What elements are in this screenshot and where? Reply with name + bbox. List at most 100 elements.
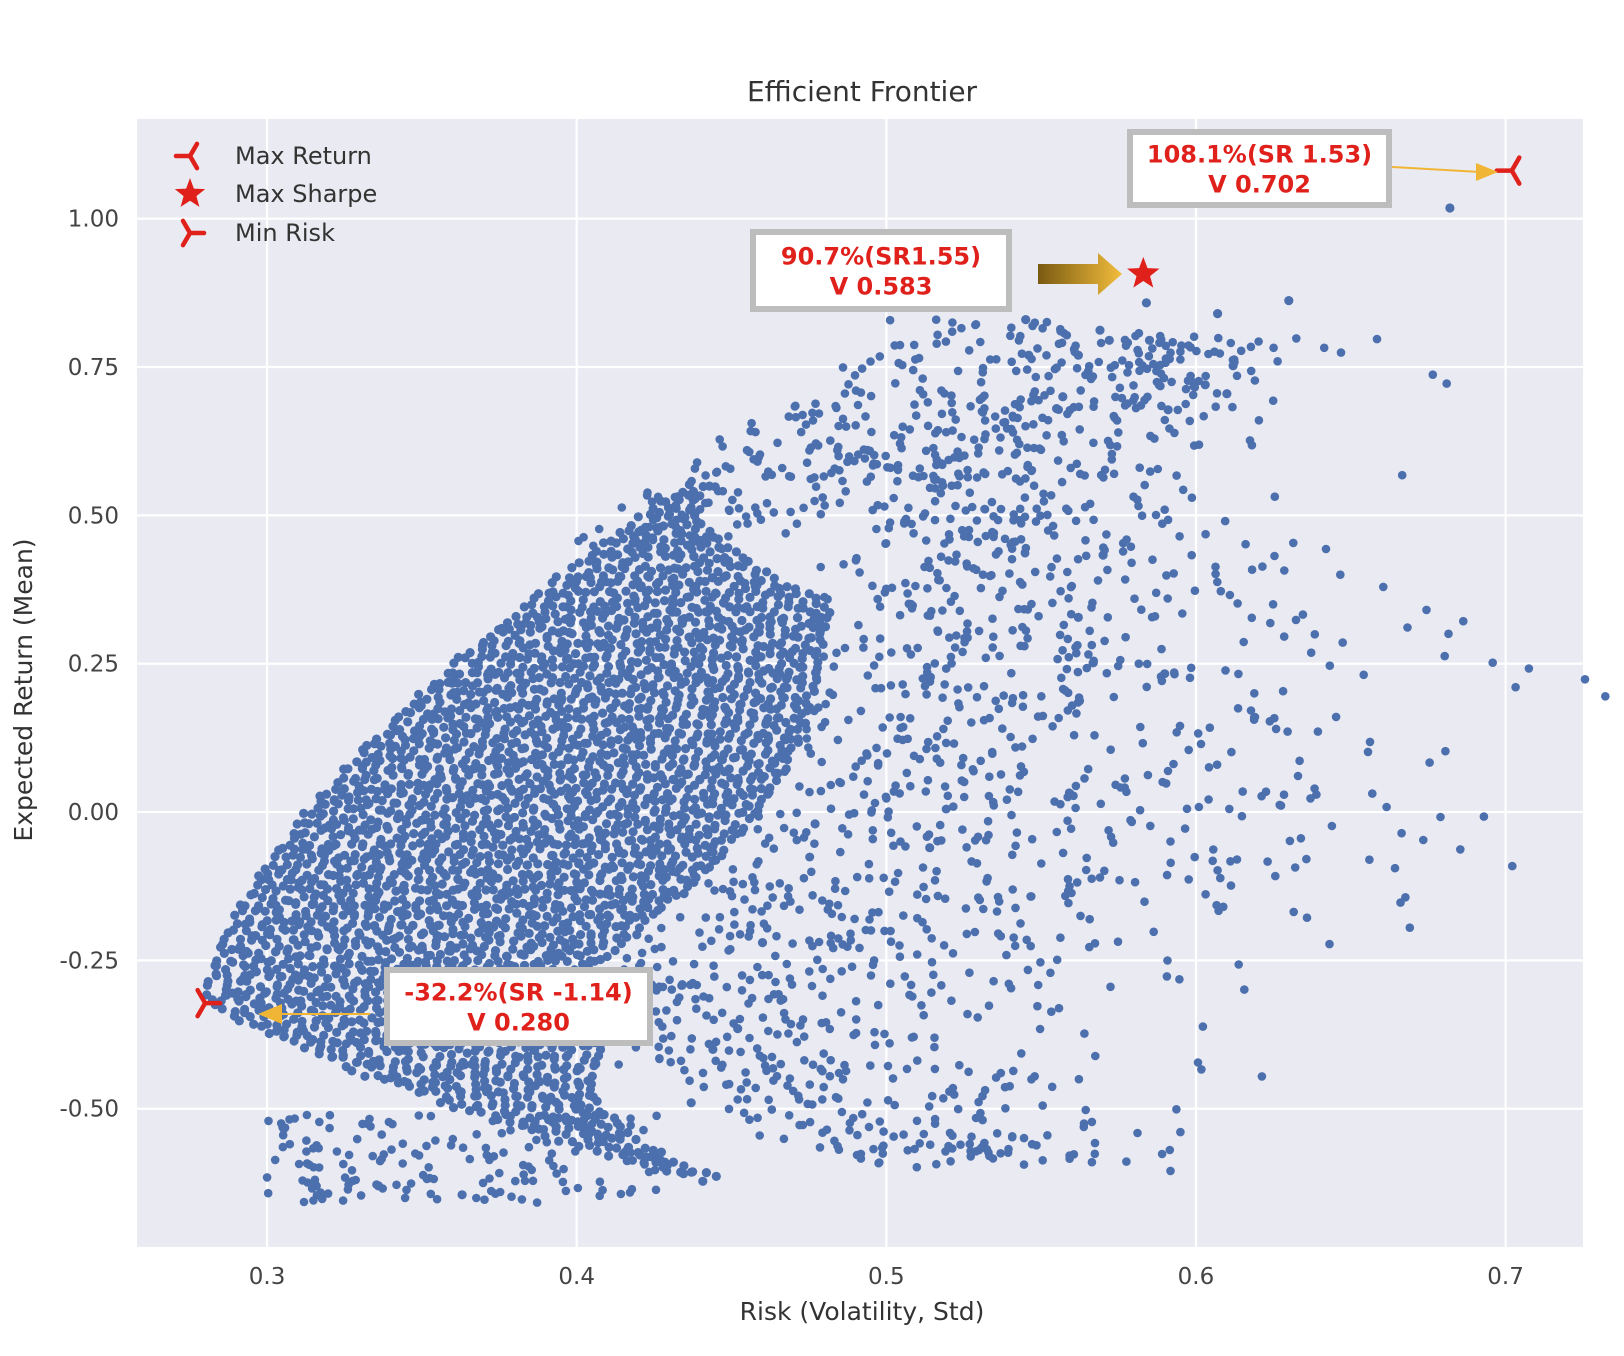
scatter-point [1053,956,1062,965]
scatter-point [627,836,636,845]
scatter-point [862,750,871,759]
scatter-point [1070,731,1079,740]
scatter-point [849,772,858,781]
scatter-point [1033,1002,1042,1011]
scatter-point [1110,693,1119,702]
scatter-point [618,558,627,567]
scatter-point [688,1034,697,1043]
scatter-point [931,1065,940,1074]
scatter-point [963,930,972,939]
scatter-point [1183,805,1192,814]
scatter-point [1310,784,1319,793]
scatter-point [449,764,458,773]
scatter-point [1031,318,1040,327]
scatter-point [963,619,972,628]
scatter-point [1072,649,1081,658]
scatter-point [973,473,982,482]
scatter-point [584,1111,593,1120]
scatter-point [1289,908,1298,917]
scatter-point [397,920,406,929]
scatter-point [356,1051,365,1060]
scatter-point [1213,389,1222,398]
scatter-point [404,935,413,944]
scatter-point [1021,549,1030,558]
scatter-point [707,729,716,738]
scatter-point [830,1137,839,1146]
scatter-point [1044,416,1053,425]
scatter-point [739,824,748,833]
scatter-point [1204,795,1213,804]
scatter-point [1158,677,1167,686]
scatter-point [1234,960,1243,969]
scatter-point [655,523,664,532]
scatter-point [445,912,454,921]
scatter-point [993,1129,1002,1138]
scatter-point [803,1100,812,1109]
scatter-point [381,947,390,956]
scatter-point [980,682,989,691]
scatter-point [939,1094,948,1103]
scatter-point [371,1027,380,1036]
scatter-point [1119,547,1128,556]
scatter-point [568,1137,577,1146]
scatter-point [1138,511,1147,520]
scatter-point [816,619,825,628]
scatter-point [489,885,498,894]
scatter-point [763,901,772,910]
scatter-point [929,472,938,481]
scatter-point [1201,530,1210,539]
scatter-point [988,643,997,652]
scatter-point [548,1149,557,1158]
scatter-point [1115,876,1124,885]
scatter-point [1286,837,1295,846]
scatter-point [852,1015,861,1024]
scatter-point [922,925,931,934]
scatter-point [351,774,360,783]
scatter-point [1021,422,1030,431]
scatter-point [1263,857,1272,866]
scatter-point [950,592,959,601]
scatter-point [408,794,417,803]
scatter-point [773,713,782,722]
scatter-point [1006,332,1015,341]
scatter-point [1064,899,1073,908]
scatter-point [770,990,779,999]
scatter-point [802,725,811,734]
scatter-point [806,1080,815,1089]
scatter-point [929,971,938,980]
scatter-point [956,1140,965,1149]
scatter-point [602,819,611,828]
scatter-point [718,693,727,702]
scatter-point [659,1034,668,1043]
scatter-point [608,712,617,721]
scatter-point [894,869,903,878]
scatter-point [1081,1106,1090,1115]
scatter-point [1199,1022,1208,1031]
scatter-point [346,1005,355,1014]
scatter-point [1184,746,1193,755]
scatter-point [1258,562,1267,571]
scatter-point [685,1076,694,1085]
scatter-point [588,1072,597,1081]
scatter-point [1155,381,1164,390]
scatter-point [792,809,801,818]
scatter-point [932,1160,941,1169]
scatter-point [1089,402,1098,411]
scatter-point [254,871,263,880]
scatter-point [614,614,623,623]
scatter-point [819,652,828,661]
scatter-point [939,481,948,490]
scatter-point [966,488,975,497]
scatter-point [1140,396,1149,405]
scatter-point [397,780,406,789]
scatter-point [273,982,282,991]
scatter-point [606,578,615,587]
scatter-point [575,1090,584,1099]
scatter-point [780,824,789,833]
scatter-point [918,374,927,383]
scatter-point [567,886,576,895]
scatter-point [940,539,949,548]
scatter-point [251,931,260,940]
scatter-point [434,829,443,838]
scatter-point [866,357,875,366]
